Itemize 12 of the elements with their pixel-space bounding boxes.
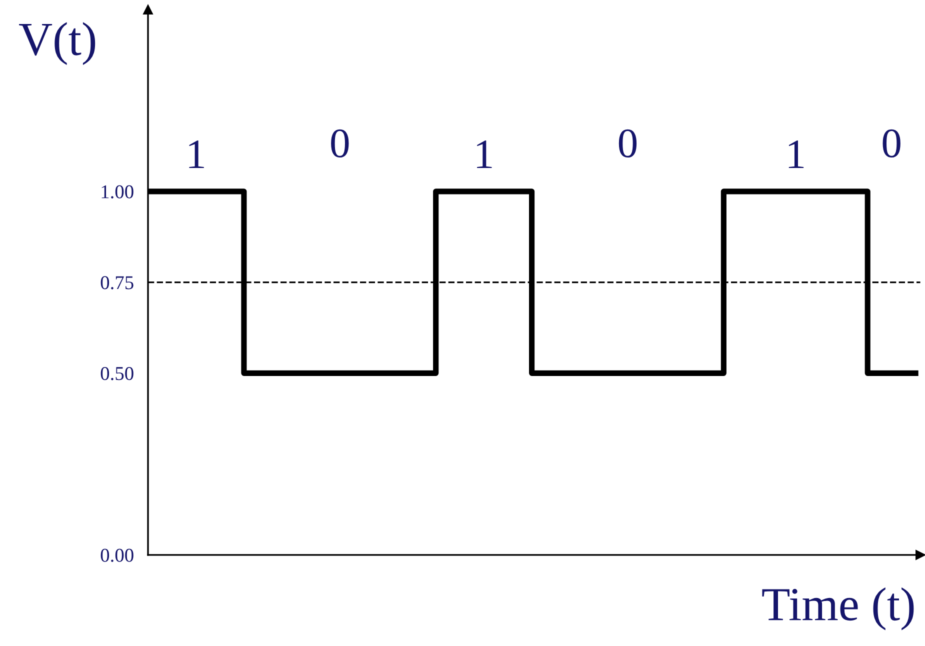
annotation: 1 [189,140,204,168]
y-tick-label: 0.75 [100,276,134,290]
annotation: 0 [882,129,900,158]
x-axis-title: Time (t) [762,587,914,630]
annotation: 1 [477,140,492,168]
annotation: 0 [331,129,349,158]
annotation: 1 [788,140,804,168]
annotation: 0 [618,129,637,158]
y-tick-label: 0.00 [100,548,134,562]
y-tick-label: 1.00 [102,185,134,198]
y-tick-label: 0.50 [100,366,134,380]
y-axis-title: V(t) [19,22,96,65]
